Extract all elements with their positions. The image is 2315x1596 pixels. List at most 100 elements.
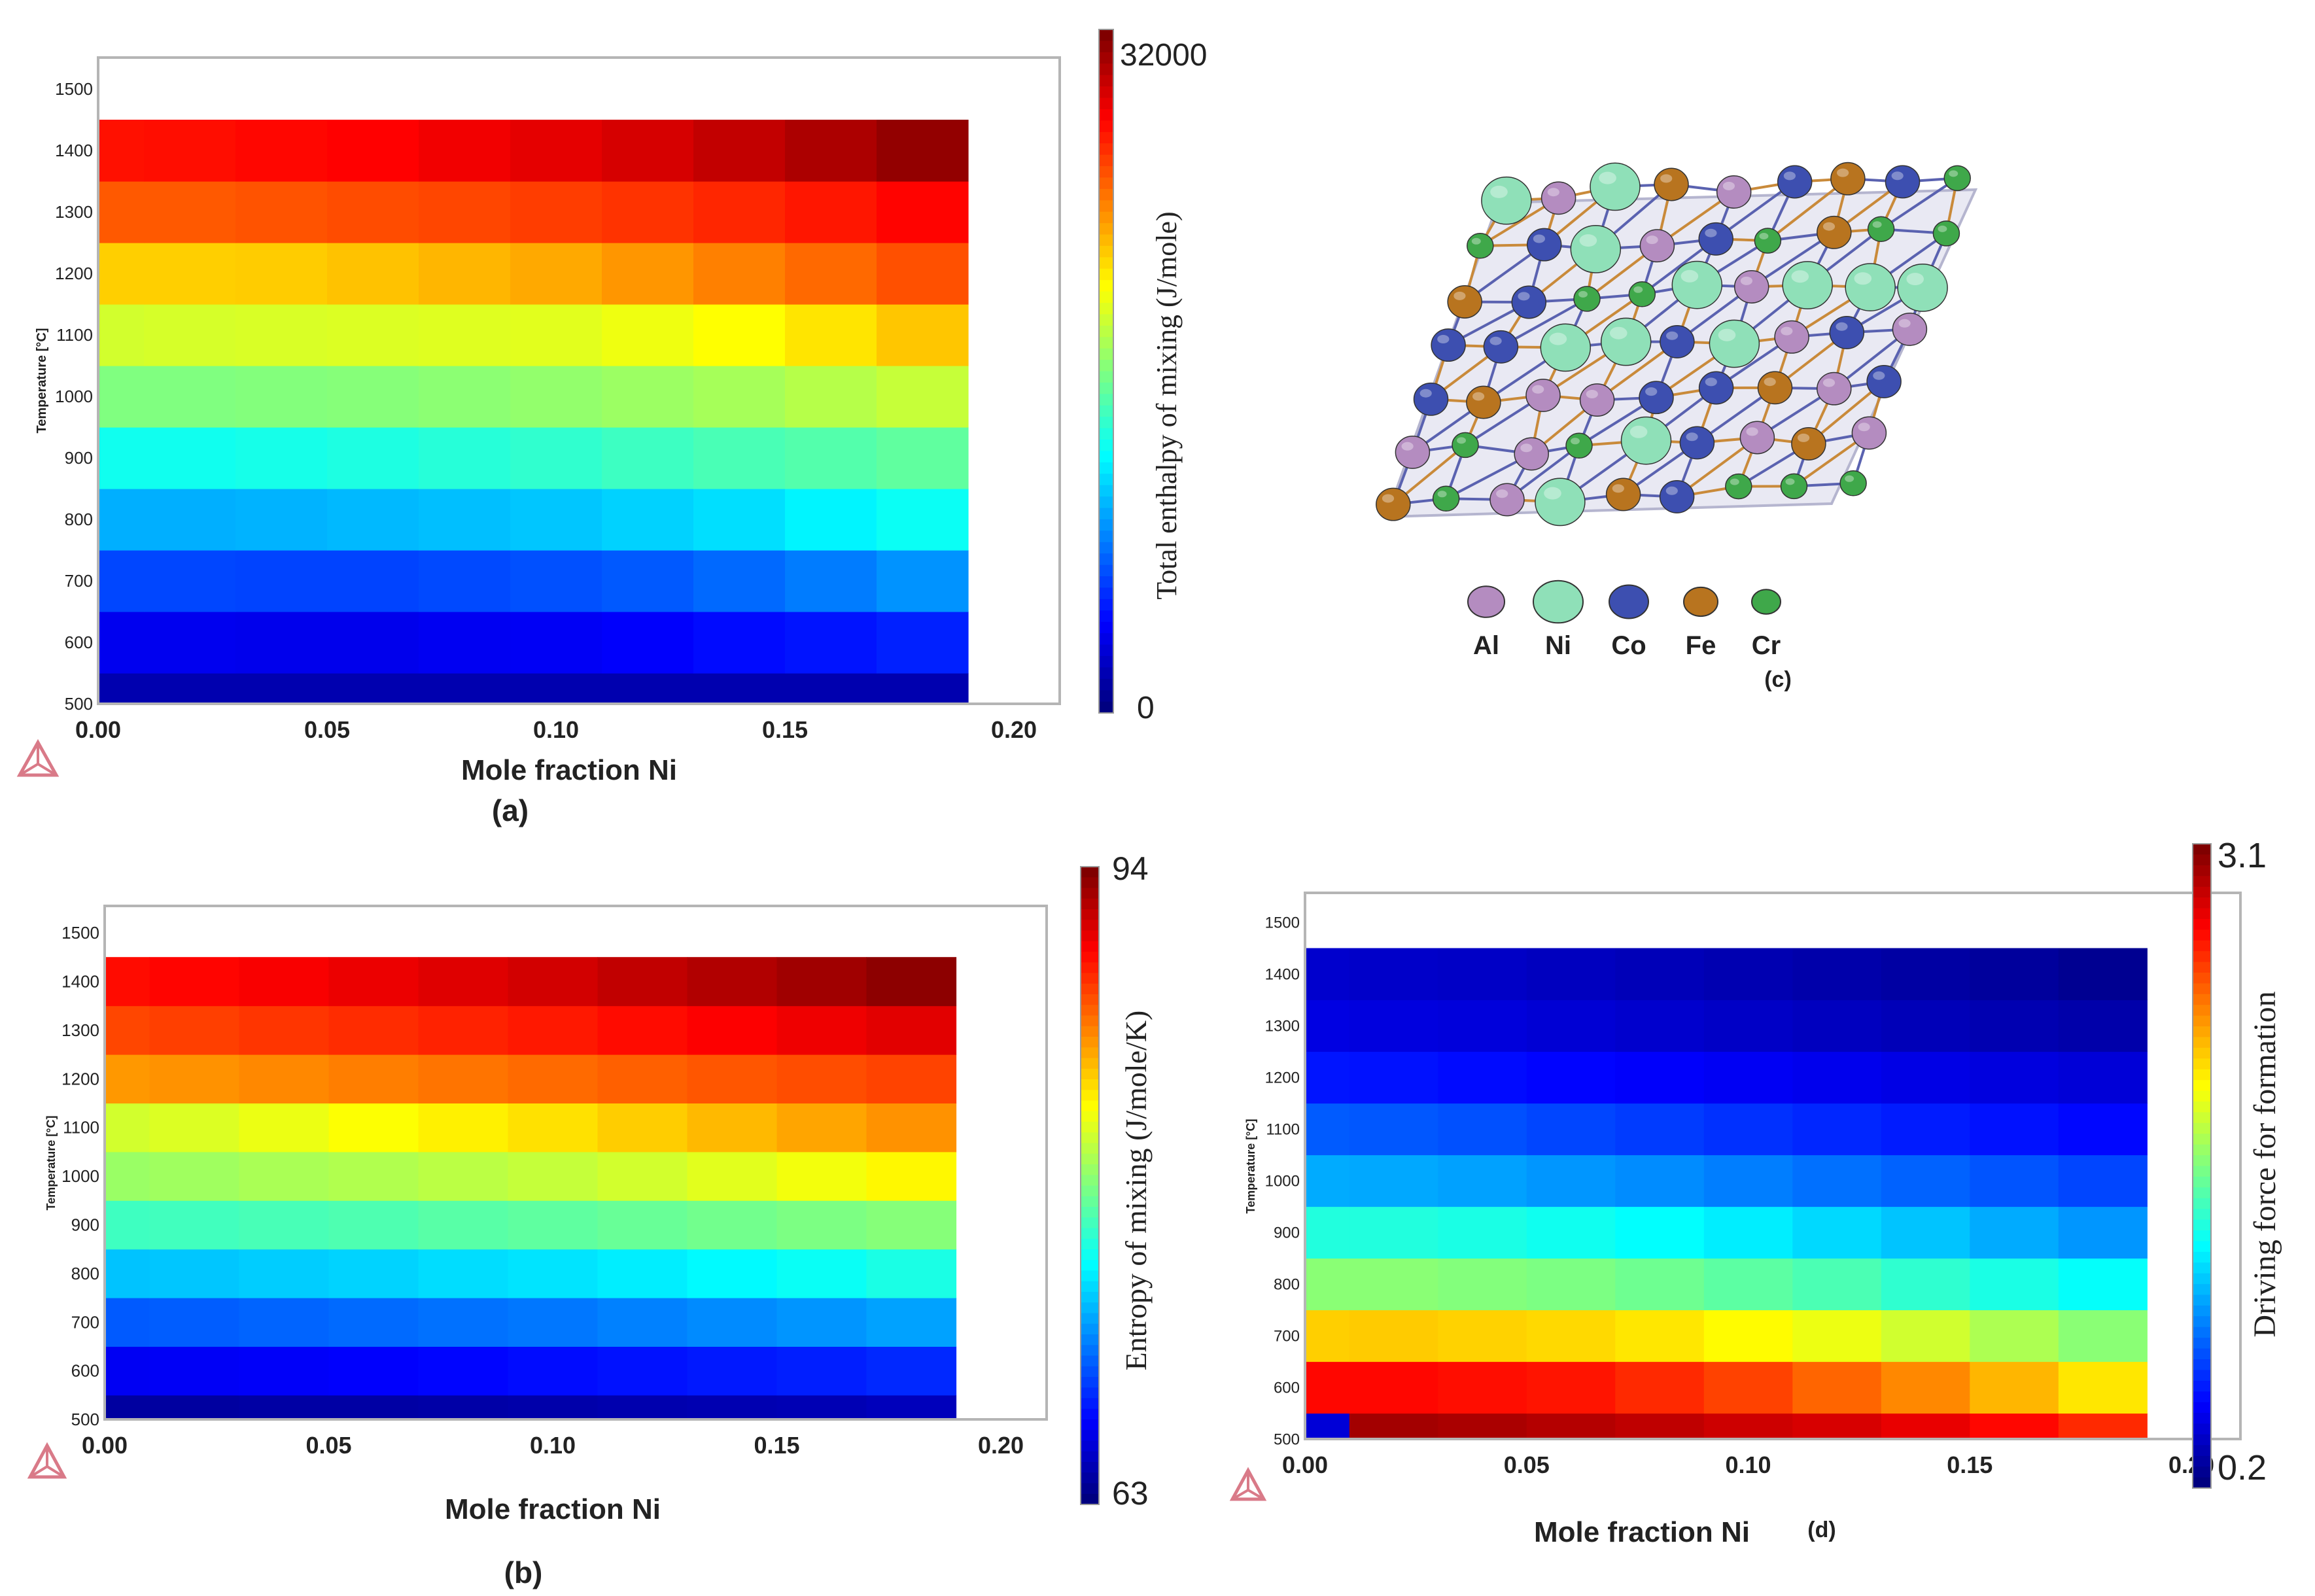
atom-highlight — [1547, 188, 1559, 197]
heatmap-cell — [1305, 1413, 1350, 1440]
heatmap-cell — [508, 1249, 599, 1298]
heatmap-cell — [510, 181, 602, 243]
colorbar-segment — [2193, 1380, 2211, 1392]
heatmap-cell — [693, 673, 786, 704]
heatmap-cell — [327, 181, 419, 243]
y-tick-label: 600 — [65, 633, 93, 652]
y-tick-label: 1100 — [1266, 1120, 1300, 1138]
colorbar-segment — [2193, 1359, 2211, 1371]
colorbar-segment — [1099, 257, 1113, 269]
heatmap-cell — [1881, 1258, 1970, 1311]
bond — [1880, 177, 1958, 230]
heatmap-cell — [602, 489, 694, 551]
heatmap-cell — [687, 1298, 778, 1347]
heatmap-cell — [785, 673, 877, 704]
colorbar-segment — [2193, 994, 2211, 1005]
y-tick-label: 1100 — [63, 1118, 99, 1137]
heatmap-cell — [1970, 1154, 2059, 1207]
heatmap-cell — [105, 1395, 150, 1420]
heatmap-cell — [149, 1005, 240, 1055]
heatmap-cell — [877, 120, 969, 182]
colorbar-segment — [2193, 1134, 2211, 1145]
heatmap-cell — [1305, 1310, 1350, 1362]
atom — [1620, 416, 1672, 465]
heatmap-cell — [1881, 999, 1970, 1052]
crystal-atoms — [1376, 162, 1971, 527]
colorbar-segment — [2193, 1026, 2211, 1038]
colorbar-segment — [1099, 530, 1113, 543]
atom-highlight — [1680, 269, 1699, 283]
heatmap-cell — [510, 673, 602, 704]
heatmap-cell — [1881, 1310, 1970, 1362]
heatmap-cell — [1305, 1361, 1350, 1414]
colorbar-min-label-a: 0 — [1137, 691, 1155, 725]
colorbar-segment — [1081, 888, 1099, 899]
heatmap-cell — [1615, 999, 1705, 1052]
heatmap-cell — [687, 1395, 778, 1420]
heatmap-cell — [327, 550, 419, 612]
colorbar-segment — [1081, 1302, 1099, 1314]
atom-legend: Al Ni Co Fe Cr — [1467, 580, 1781, 660]
atom — [1431, 328, 1466, 362]
atom — [1654, 167, 1689, 201]
colorbar-segment — [2193, 1477, 2211, 1489]
atom-highlight — [1722, 181, 1735, 190]
colorbar-segment — [1081, 994, 1099, 1006]
heatmap-cell — [239, 1005, 330, 1055]
heatmap-cell — [508, 957, 599, 1007]
atom — [1570, 225, 1622, 273]
heatmap-cell — [877, 427, 969, 489]
colorbar-segment — [2193, 1122, 2211, 1134]
x-axis-title-b: Mole fraction Ni — [445, 1493, 661, 1525]
panel-a: 500600700800900100011001200130014001500 … — [16, 29, 1207, 827]
heatmap-cell — [235, 612, 328, 674]
atom — [1866, 364, 1902, 398]
heatmap-cell — [1792, 948, 1882, 1001]
y-ticks-b: 500 600 700 800 900 1000 1100 1200 1300 1400 1500 — [61, 923, 99, 1429]
colorbar-segment — [2193, 1273, 2211, 1285]
heatmap-cell — [866, 1200, 957, 1250]
heatmap-cell — [149, 1103, 240, 1153]
atom — [1628, 281, 1656, 307]
colorbar-segment — [2193, 962, 2211, 973]
colorbar-segment — [2193, 1391, 2211, 1403]
y-tick-label: 1300 — [1265, 1017, 1300, 1035]
heatmap-cell — [866, 957, 957, 1007]
atom-highlight — [1705, 377, 1717, 387]
y-axis-title-b: Temperature [°C] — [44, 1116, 58, 1211]
panel-d: 500600700800900100011001200130014001500 … — [1229, 836, 2282, 1548]
heatmap-cell — [105, 1054, 150, 1103]
heatmap-cell — [1703, 1361, 1793, 1414]
heatmap-cell — [877, 489, 969, 551]
heatmap-cell — [1970, 1258, 2059, 1311]
atom-highlight — [1532, 385, 1544, 394]
atom — [1829, 315, 1865, 349]
heatmap-cell — [1703, 1413, 1793, 1440]
y-tick-label: 1500 — [55, 79, 93, 99]
heatmap-cell — [1438, 1361, 1527, 1414]
heatmap-cell — [328, 1103, 419, 1153]
heatmap-cell — [687, 1346, 778, 1396]
colorbar-frame — [2192, 843, 2212, 1489]
colorbar-segment — [2193, 908, 2211, 920]
colorbar-segment — [2193, 844, 2211, 856]
heatmap-cell — [327, 366, 419, 428]
heatmap-cell — [1970, 1310, 2059, 1362]
atom — [1839, 470, 1867, 496]
atom — [1395, 435, 1431, 469]
heatmap-cell — [1970, 1206, 2059, 1259]
atom-highlight — [1490, 185, 1508, 198]
heatmap-cell — [1615, 1310, 1705, 1362]
heatmap-cell — [327, 120, 419, 182]
atom — [1660, 324, 1695, 358]
x-tick-label: 0.05 — [1504, 1451, 1550, 1478]
heatmap-cell — [510, 427, 602, 489]
colorbar-segment — [1081, 867, 1099, 878]
colorbar-segment — [1099, 75, 1113, 87]
heatmap-cell — [239, 1298, 330, 1347]
heatmap-cell — [866, 1298, 957, 1347]
heatmap-cell — [1615, 1103, 1705, 1156]
colorbar-segment — [1099, 245, 1113, 258]
colorbar-segment — [2193, 1176, 2211, 1188]
atom-highlight — [1837, 168, 1849, 177]
